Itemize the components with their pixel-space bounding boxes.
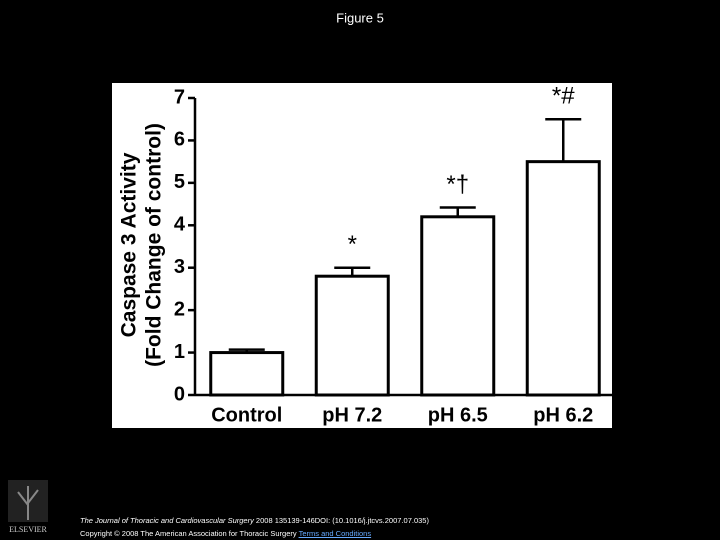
figure-title: Figure 5 xyxy=(336,10,384,25)
logo-branches xyxy=(17,486,39,520)
y-tick-label: 4 xyxy=(174,214,186,236)
citation: 2008 135139-146DOI: (10.1016/j.jtcvs.200… xyxy=(253,516,429,525)
x-tick-label: pH 6.2 xyxy=(533,404,593,426)
bar xyxy=(420,215,496,397)
journal-name: The Journal of Thoracic and Cardiovascul… xyxy=(80,516,254,525)
y-tick-label: 3 xyxy=(174,256,185,278)
y-axis-title-line: (Fold Change of control) xyxy=(143,123,166,367)
x-tick-label: pH 7.2 xyxy=(322,404,382,426)
x-tick-label: Control xyxy=(211,404,282,426)
y-axis-title: Caspase 3 Activity (Fold Change of contr… xyxy=(118,123,166,367)
significance-label: *† xyxy=(446,171,469,198)
publisher-logo: ELSEVIER xyxy=(8,480,48,534)
bar xyxy=(209,351,285,397)
y-tick-label: 0 xyxy=(174,383,185,405)
bar xyxy=(525,160,601,397)
y-tick-label: 7 xyxy=(174,86,185,108)
significance-label: *# xyxy=(552,83,575,110)
citation-line: The Journal of Thoracic and Cardiovascul… xyxy=(80,516,429,525)
y-tick-label: 5 xyxy=(174,171,185,193)
publisher-name: ELSEVIER xyxy=(9,525,47,534)
copyright-line: Copyright © 2008 The American Associatio… xyxy=(80,529,371,538)
bar xyxy=(314,274,390,397)
y-tick-label: 6 xyxy=(174,129,185,151)
terms-link[interactable]: Terms and Conditions xyxy=(298,529,372,538)
x-tick-label: pH 6.5 xyxy=(428,404,488,426)
significance-label: * xyxy=(348,231,357,258)
y-tick-label: 2 xyxy=(174,298,185,320)
copyright: Copyright © 2008 The American Associatio… xyxy=(80,529,297,538)
y-tick-label: 1 xyxy=(174,341,185,363)
y-axis-title-line: Caspase 3 Activity xyxy=(118,152,141,337)
